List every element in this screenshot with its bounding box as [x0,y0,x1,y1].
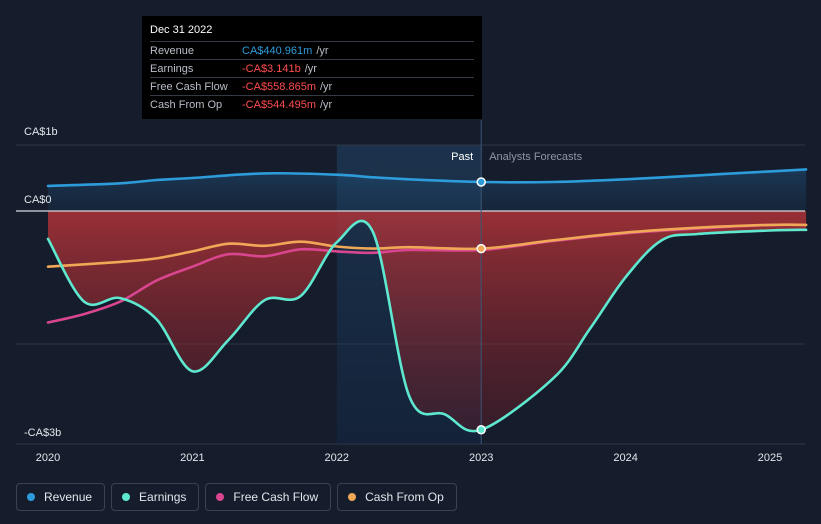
legend-item-earnings[interactable]: Earnings [111,483,200,511]
x-tick-label: 2023 [469,452,493,464]
marker-cash-from-op [476,243,486,254]
marker-earnings [476,425,486,435]
tooltip-row-name: Free Cash Flow [150,80,228,93]
legend-dot-icon [216,493,225,501]
y-tick-label: -CA$3b [24,427,61,439]
forecast-label: Analysts Forecasts [489,151,582,163]
series-markers [476,177,486,435]
area-fills [48,169,807,432]
legend-label: Cash From Op [365,490,444,504]
series-lines [46,168,808,433]
legend-item-free-cash-flow[interactable]: Free Cash Flow [205,483,332,511]
tooltip-row-value: -CA$544.495m [242,98,316,111]
line-cash-from-op [46,223,808,268]
marker-revenue [476,177,486,187]
tooltip-row-name: Revenue [150,44,195,57]
x-tick-label: 2025 [758,452,782,464]
legend-dot-icon [348,493,357,501]
legend-dot-icon [27,493,35,501]
legend-label: Revenue [44,490,93,504]
legend-dot-icon [122,493,131,501]
tooltip-date: Dec 31 2022 [150,24,213,36]
tooltip-row-unit: /yr [320,98,333,111]
past-label: Past [451,151,473,163]
tooltip-row: Revenue CA$440.961m/yr [150,41,474,59]
y-tick-label: CA$0 [24,194,52,206]
tooltip: Dec 31 2022 Revenue CA$440.961m/yr Earning… [142,16,482,119]
tooltip-row: Free Cash Flow -CA$558.865m/yr [150,77,474,95]
period-labels: Past Analysts Forecasts [451,151,582,163]
tooltip-row-unit: /yr [320,80,333,93]
tooltip-row-value: -CA$558.865m [242,80,316,93]
x-tick-label: 2024 [613,452,637,464]
tooltip-row-unit: /yr [304,62,317,75]
tooltip-row-value: -CA$3.141b [242,62,301,75]
zero-line [16,120,805,444]
tooltip-row-name: Earnings [150,62,194,75]
tooltip-row-value: CA$440.961m [242,44,313,57]
line-earnings [46,219,808,433]
tooltip-row: Earnings -CA$3.141b/yr [150,59,474,77]
x-tick-label: 2020 [36,452,60,464]
x-tick-label: 2022 [325,452,349,464]
x-tick-label: 2021 [180,452,204,464]
earnings-area [48,211,807,432]
tooltip-row: Cash From Op -CA$544.495m/yr [150,95,474,113]
x-axis: 2020 2021 2022 2023 2024 2025 [36,452,782,464]
legend-item-revenue[interactable]: Revenue [16,483,106,511]
legend-label: Free Cash Flow [233,490,319,504]
legend-label: Earnings [139,490,187,504]
legend: Revenue Earnings Free Cash Flow Cash From O… [16,483,457,511]
legend-item-cash-from-op[interactable]: Cash From Op [337,483,457,511]
line-revenue [46,168,808,188]
y-tick-label: CA$1b [24,126,58,138]
y-axis: CA$1b CA$0 -CA$3b [24,126,61,439]
tooltip-row-unit: /yr [316,44,329,57]
tooltip-row-name: Cash From Op [150,98,223,111]
